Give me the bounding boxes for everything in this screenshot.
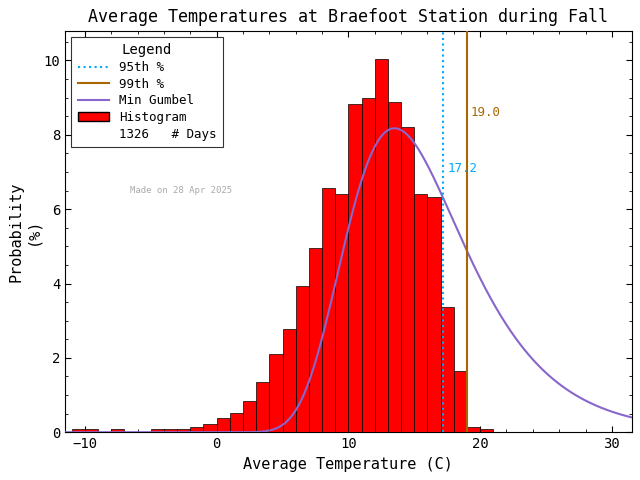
Bar (322, 188, 335, 432)
Bar (243, 401, 256, 432)
Text: Made on 28 Apr 2025: Made on 28 Apr 2025 (131, 186, 232, 195)
Bar (72, 429, 85, 432)
Bar (388, 102, 401, 432)
Bar (256, 382, 269, 432)
Bar (454, 371, 467, 432)
Bar (375, 60, 388, 432)
Text: 19.0: 19.0 (471, 106, 501, 119)
Bar (85, 429, 98, 432)
Y-axis label: Probability
(%): Probability (%) (8, 181, 41, 282)
Bar (269, 354, 282, 432)
Bar (467, 427, 480, 432)
Text: 17.2: 17.2 (447, 162, 477, 175)
Bar (428, 196, 440, 432)
Bar (309, 248, 322, 432)
Bar (282, 328, 296, 432)
Bar (348, 104, 362, 432)
Bar (230, 412, 243, 432)
Bar (190, 427, 204, 432)
Bar (362, 98, 375, 432)
Bar (296, 287, 309, 432)
Bar (216, 418, 230, 432)
Bar (177, 429, 190, 432)
Bar (151, 429, 164, 432)
Bar (204, 424, 216, 432)
Bar (480, 429, 493, 432)
Bar (414, 194, 428, 432)
Bar (111, 429, 124, 432)
Bar (164, 429, 177, 432)
Legend: 95th %, 99th %, Min Gumbel, Histogram, 1326   # Days: 95th %, 99th %, Min Gumbel, Histogram, 1… (72, 37, 223, 147)
Bar (335, 194, 348, 432)
Bar (401, 127, 414, 432)
Bar (440, 307, 454, 432)
Title: Average Temperatures at Braefoot Station during Fall: Average Temperatures at Braefoot Station… (88, 8, 609, 26)
X-axis label: Average Temperature (C): Average Temperature (C) (243, 456, 453, 472)
